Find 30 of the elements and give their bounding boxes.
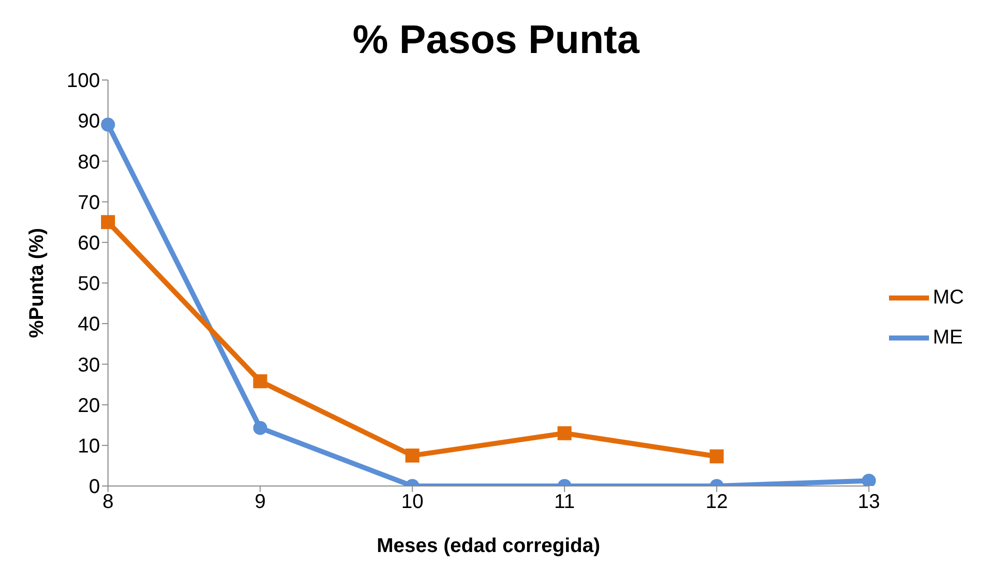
point: [253, 420, 268, 435]
x-axis-title: Meses (edad corregida): [376, 535, 600, 557]
legend-label: ME: [932, 326, 963, 348]
y-tick-label: 100: [66, 70, 100, 92]
point: [405, 448, 420, 463]
y-tick-label: 40: [78, 314, 100, 336]
chart-title: % Pasos Punta: [352, 17, 641, 64]
y-tick-label: 70: [78, 192, 100, 214]
point: [558, 426, 572, 440]
y-tick-label: 50: [78, 273, 100, 296]
y-tick-label: 10: [78, 436, 100, 458]
x-tick-label: 12: [706, 491, 728, 514]
point: [862, 474, 876, 486]
y-axis-title: %Punta (%): [26, 228, 48, 338]
legend-label: MC: [932, 286, 964, 308]
x-tick-label: 11: [554, 491, 575, 514]
point: [710, 449, 724, 464]
point: [253, 374, 268, 388]
y-tick-label: 90: [78, 110, 100, 133]
x-tick-label: 9: [254, 491, 266, 514]
y-tick-label: 20: [78, 394, 100, 417]
y-tick-label: 60: [78, 232, 100, 254]
y-tick-label: 30: [78, 354, 100, 376]
x-tick-label: 8: [102, 491, 114, 514]
x-tick-label: 13: [858, 491, 880, 514]
point: [101, 215, 115, 230]
x-tick-label: 10: [401, 491, 424, 514]
y-tick-label: 0: [88, 476, 100, 498]
point: [101, 118, 115, 132]
y-tick-label: 80: [78, 151, 100, 174]
